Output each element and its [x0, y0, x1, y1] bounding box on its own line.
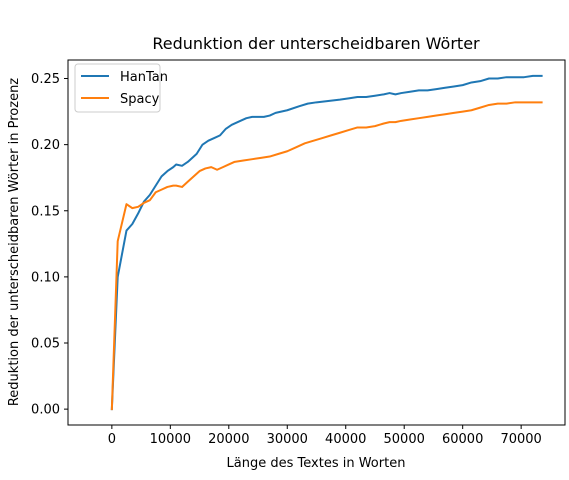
x-tick-label: 10000 [150, 432, 191, 447]
x-tick-label: 60000 [442, 432, 483, 447]
x-tick-label: 20000 [208, 432, 249, 447]
legend-label-spacy: Spacy [120, 92, 160, 107]
y-tick-label: 0.10 [31, 270, 60, 285]
x-tick-label: 70000 [500, 432, 541, 447]
y-tick-label: 0.00 [31, 403, 60, 418]
x-tick-label: 0 [108, 432, 116, 447]
x-tick-label: 30000 [267, 432, 308, 447]
series-line-spacy [110, 101, 543, 411]
x-axis-label: Länge des Textes in Worten [227, 456, 406, 471]
y-tick-label: 0.15 [31, 204, 60, 219]
legend: HanTan Spacy [74, 63, 168, 113]
chart-title: Redunktion der unterscheidbaren Wörter [152, 34, 480, 53]
plot-area [68, 60, 565, 425]
y-axis-label: Reduktion der unterscheidbaren Wörter in… [7, 78, 22, 406]
series-layer [110, 74, 543, 411]
y-axis-ticks: 0.00 0.05 0.10 0.15 0.20 0.25 [31, 72, 68, 418]
y-tick-label: 0.20 [31, 138, 60, 153]
legend-label-hantan: HanTan [120, 70, 168, 85]
x-tick-label: 50000 [384, 432, 425, 447]
x-axis-ticks: 0 10000 20000 30000 40000 50000 60000 70000 [108, 425, 542, 447]
y-tick-label: 0.25 [31, 72, 60, 87]
axes-layer [67, 59, 566, 426]
y-tick-label: 0.05 [31, 337, 60, 352]
series-line-hantan [110, 74, 543, 411]
plot-frame [67, 59, 566, 426]
x-tick-label: 40000 [325, 432, 366, 447]
